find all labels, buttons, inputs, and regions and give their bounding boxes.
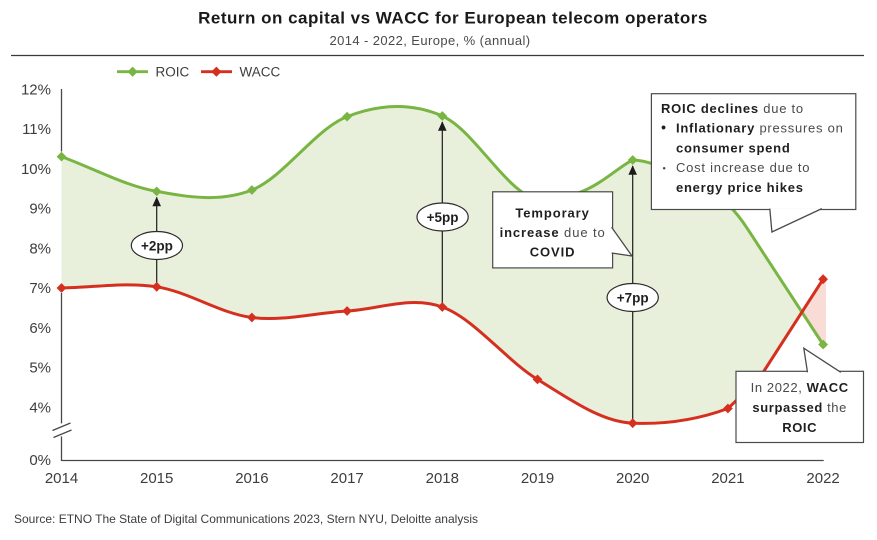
svg-text:WACC: WACC <box>240 65 281 80</box>
svg-text:2019: 2019 <box>521 470 554 487</box>
svg-text:12%: 12% <box>21 81 51 98</box>
svg-text:Source: ETNO The State of Digi: Source: ETNO The State of Digital Commun… <box>14 512 478 526</box>
svg-text:2020: 2020 <box>616 470 649 487</box>
svg-text:Return on capital vs WACC for: Return on capital vs WACC for European t… <box>198 9 708 28</box>
svg-text:2022: 2022 <box>806 470 839 487</box>
svg-text:4%: 4% <box>29 399 51 416</box>
svg-text:2014: 2014 <box>45 470 78 487</box>
svg-text:8%: 8% <box>29 240 51 257</box>
svg-text:2018: 2018 <box>426 470 459 487</box>
svg-text:2016: 2016 <box>235 470 268 487</box>
svg-text:+7pp: +7pp <box>617 290 649 305</box>
svg-text:0%: 0% <box>29 452 51 469</box>
svg-text:11%: 11% <box>22 121 51 138</box>
svg-text:2015: 2015 <box>140 470 173 487</box>
svg-text:5%: 5% <box>29 360 51 377</box>
svg-text:2021: 2021 <box>711 470 744 487</box>
svg-text:10%: 10% <box>21 161 51 178</box>
svg-text:7%: 7% <box>29 280 51 297</box>
svg-text:2017: 2017 <box>330 470 363 487</box>
svg-text:+2pp: +2pp <box>141 238 173 253</box>
svg-text:ROIC: ROIC <box>156 65 190 80</box>
svg-text:6%: 6% <box>29 320 51 337</box>
svg-text:ROIC declines due to•Inflation: ROIC declines due to • Inflationary pressu… <box>661 101 844 195</box>
svg-text:2014 - 2022, Europe, % (annual: 2014 - 2022, Europe, % (annual) <box>329 33 530 48</box>
svg-text:9%: 9% <box>29 201 51 218</box>
svg-text:+5pp: +5pp <box>427 210 459 225</box>
